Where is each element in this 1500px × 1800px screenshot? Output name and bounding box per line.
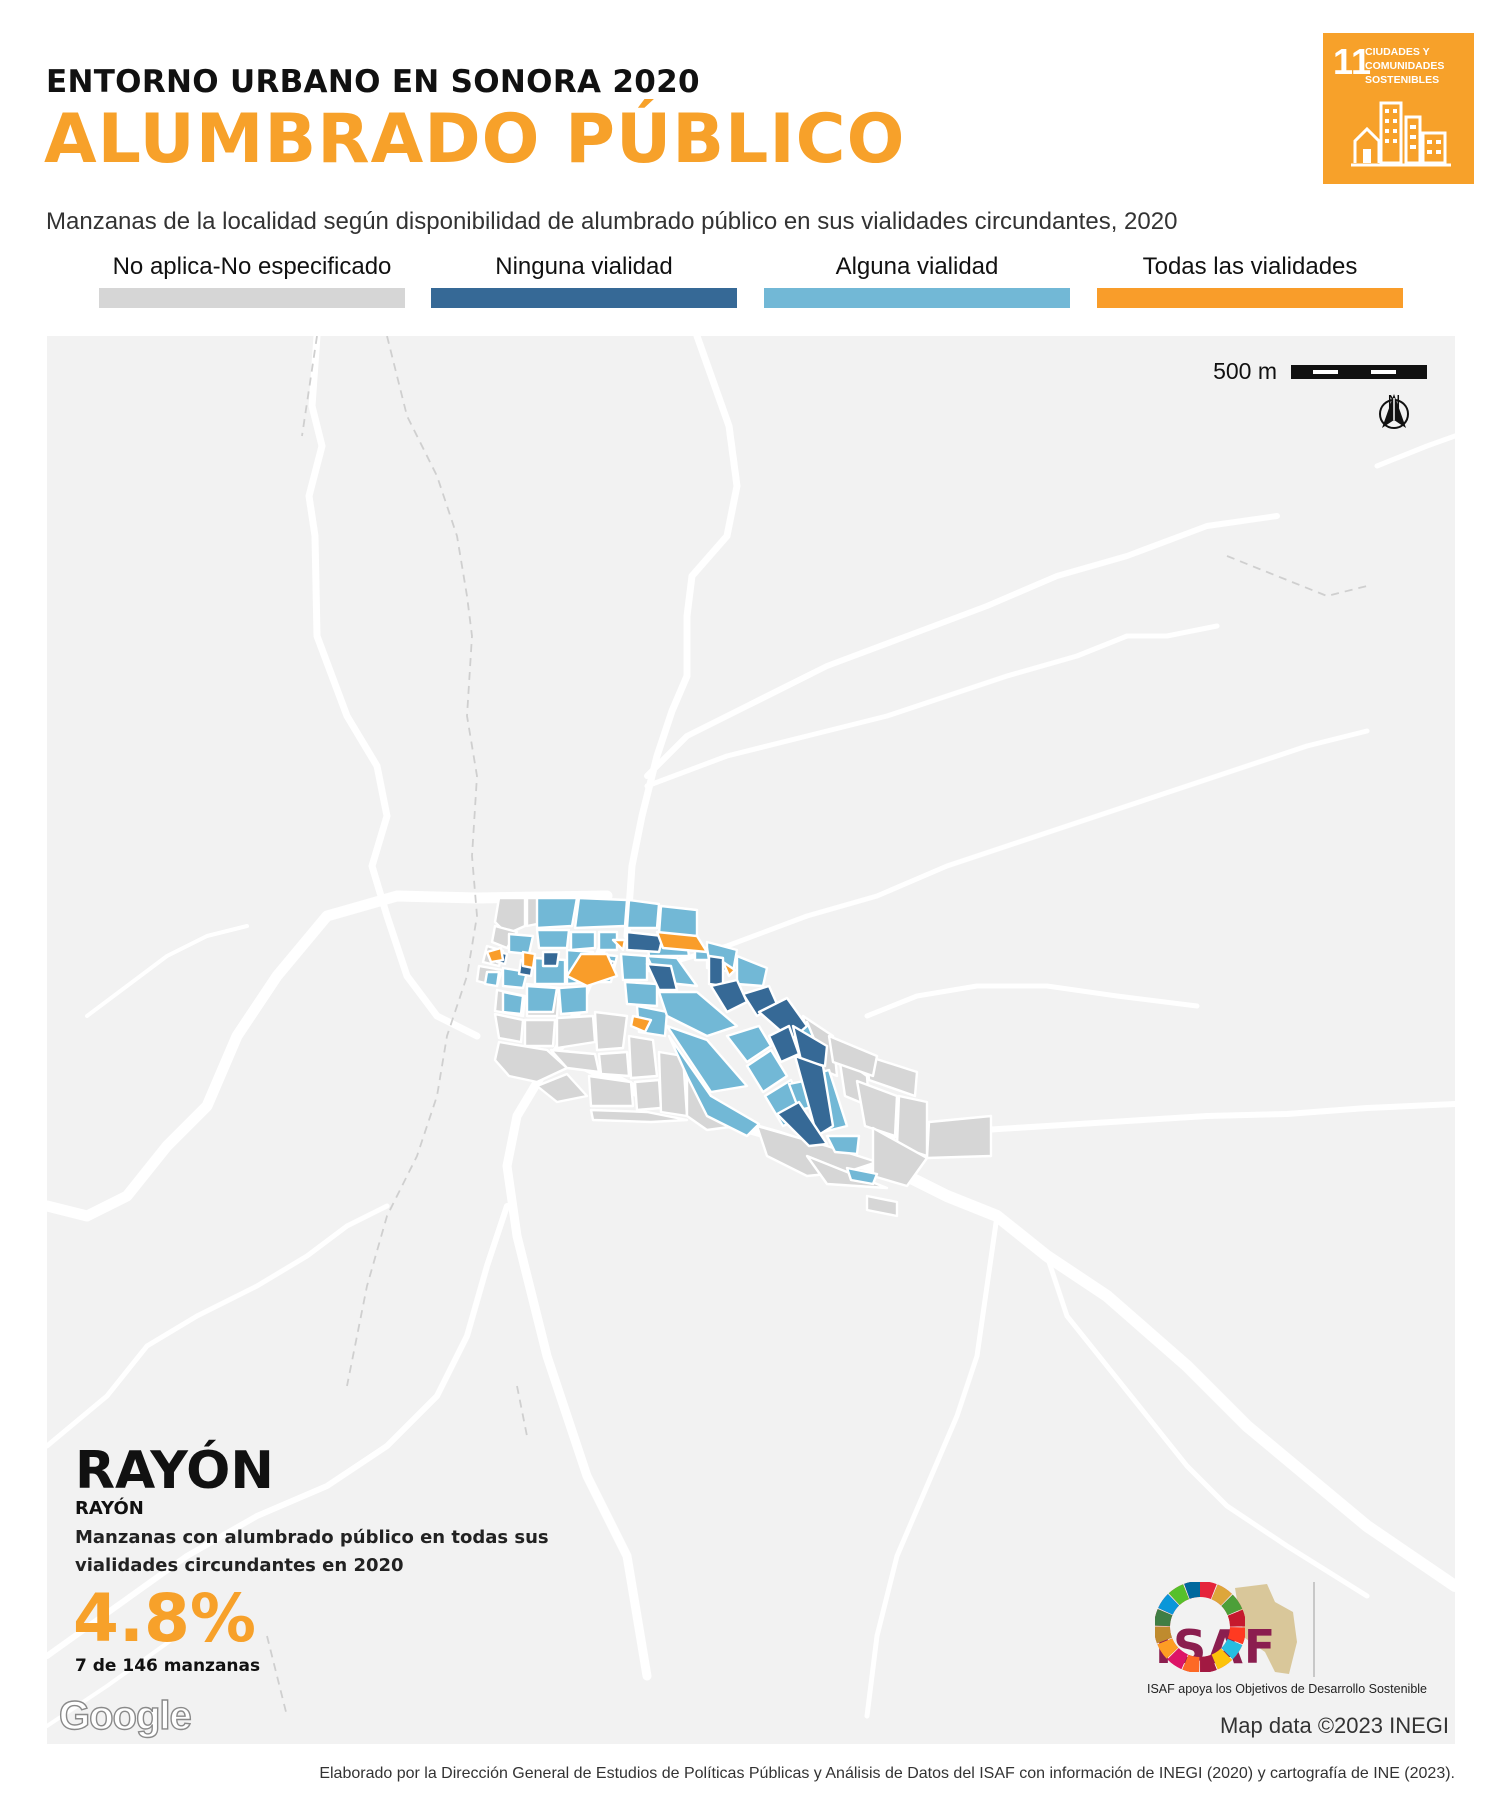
north-arrow-icon: N (1374, 392, 1414, 452)
divider (1313, 1582, 1315, 1677)
legend-item-todas: Todas las vialidades (1097, 250, 1403, 308)
google-logo: Google (58, 1693, 192, 1738)
scale-label: 500 m (1213, 358, 1277, 384)
legend-swatch (99, 288, 405, 308)
legend-label: Alguna vialidad (835, 253, 999, 280)
sdg-11-badge: 11 CIUDADES Y COMUNIDADES SOSTENIBLES (1323, 33, 1474, 184)
legend-label: Ninguna vialidad (495, 253, 673, 280)
sonora-map-icon (1235, 1584, 1297, 1674)
isaf-branding: ISAF ISAF apoya los Objetivos de Desarro… (1147, 1582, 1435, 1696)
locality-name: RAYÓN (75, 1441, 274, 1501)
trails (266, 336, 1368, 1717)
page-title: ALUMBRADO PÚBLICO (44, 100, 906, 179)
legend-label: Todas las vialidades (1142, 253, 1358, 280)
legend-swatch (431, 288, 737, 308)
sdg-number: 11 (1333, 41, 1372, 82)
legend-item-no-aplica: No aplica-No especificado (99, 250, 405, 308)
isaf-caption: ISAF apoya los Objetivos de Desarrollo S… (1147, 1682, 1428, 1696)
legend-label: No aplica-No especificado (112, 253, 392, 280)
city-blocks (475, 896, 993, 1218)
footer-source-note: Elaborado por la Dirección General de Es… (319, 1765, 1455, 1782)
sdg-wheel-icon (1155, 1582, 1245, 1672)
map-panel[interactable]: 500 m N RAYÓN RAYÓN Manzanas con alumbra… (47, 336, 1455, 1744)
map-data-credit[interactable]: Map data ©2023 INEGI (1219, 1713, 1449, 1738)
sdg-goal-text: CIUDADES Y COMUNIDADES SOSTENIBLES (1365, 46, 1445, 86)
legend-item-ninguna: Ninguna vialidad (431, 250, 737, 308)
stat-percentage: 4.8% (73, 1580, 257, 1657)
legend-item-alguna: Alguna vialidad (764, 250, 1070, 308)
scale-bar-graphic (1291, 364, 1427, 379)
scale-bar: 500 m (1213, 358, 1427, 385)
stat-count: 7 de 146 manzanas (75, 1656, 261, 1676)
city-buildings-icon (1351, 101, 1451, 167)
legend-swatch (764, 288, 1070, 308)
map-subtitle: Manzanas de la localidad según disponibi… (46, 208, 1178, 235)
stat-description: Manzanas con alumbrado público en todas … (75, 1527, 549, 1576)
compass-arrow-icon (1379, 394, 1409, 429)
header-kicker: ENTORNO URBANO EN SONORA 2020 (46, 64, 700, 100)
municipality-name: RAYÓN (75, 1498, 144, 1519)
map-canvas[interactable] (47, 336, 1455, 1744)
legend-swatch (1097, 288, 1403, 308)
